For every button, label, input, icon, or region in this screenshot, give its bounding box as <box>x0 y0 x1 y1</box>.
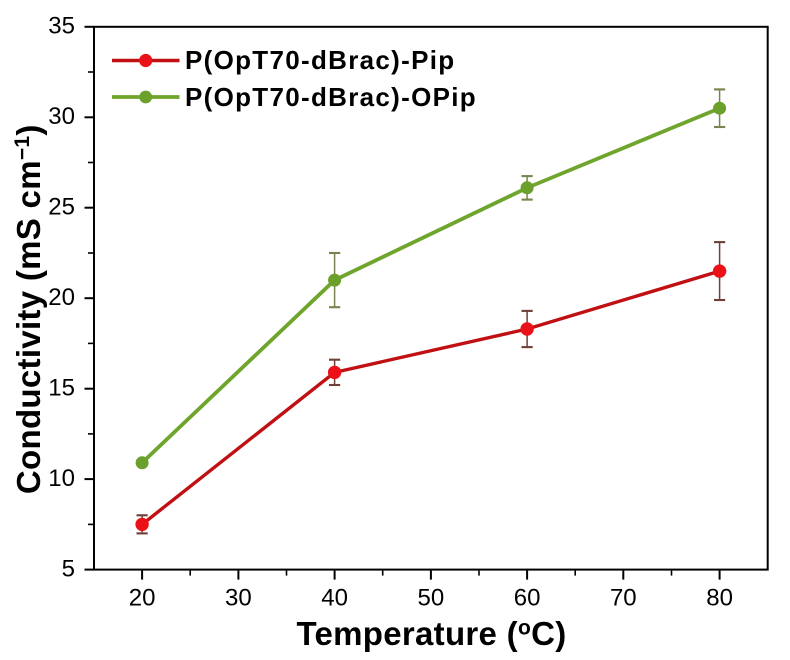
svg-text:25: 25 <box>48 194 75 221</box>
svg-text:70: 70 <box>610 585 637 612</box>
svg-text:50: 50 <box>418 585 445 612</box>
svg-text:40: 40 <box>321 585 348 612</box>
svg-text:20: 20 <box>48 284 75 311</box>
svg-text:80: 80 <box>706 585 733 612</box>
svg-text:35: 35 <box>48 13 75 40</box>
svg-text:60: 60 <box>514 585 541 612</box>
svg-text:P(OpT70-dBrac)-Pip: P(OpT70-dBrac)-Pip <box>185 45 455 75</box>
svg-text:5: 5 <box>62 555 75 582</box>
svg-text:10: 10 <box>48 465 75 492</box>
svg-text:P(OpT70-dBrac)-OPip: P(OpT70-dBrac)-OPip <box>185 82 477 112</box>
svg-text:30: 30 <box>48 103 75 130</box>
svg-text:15: 15 <box>48 375 75 402</box>
svg-text:Conductivity (mS cm−1): Conductivity (mS cm−1) <box>10 124 47 494</box>
svg-text:20: 20 <box>129 585 156 612</box>
svg-text:30: 30 <box>225 585 252 612</box>
